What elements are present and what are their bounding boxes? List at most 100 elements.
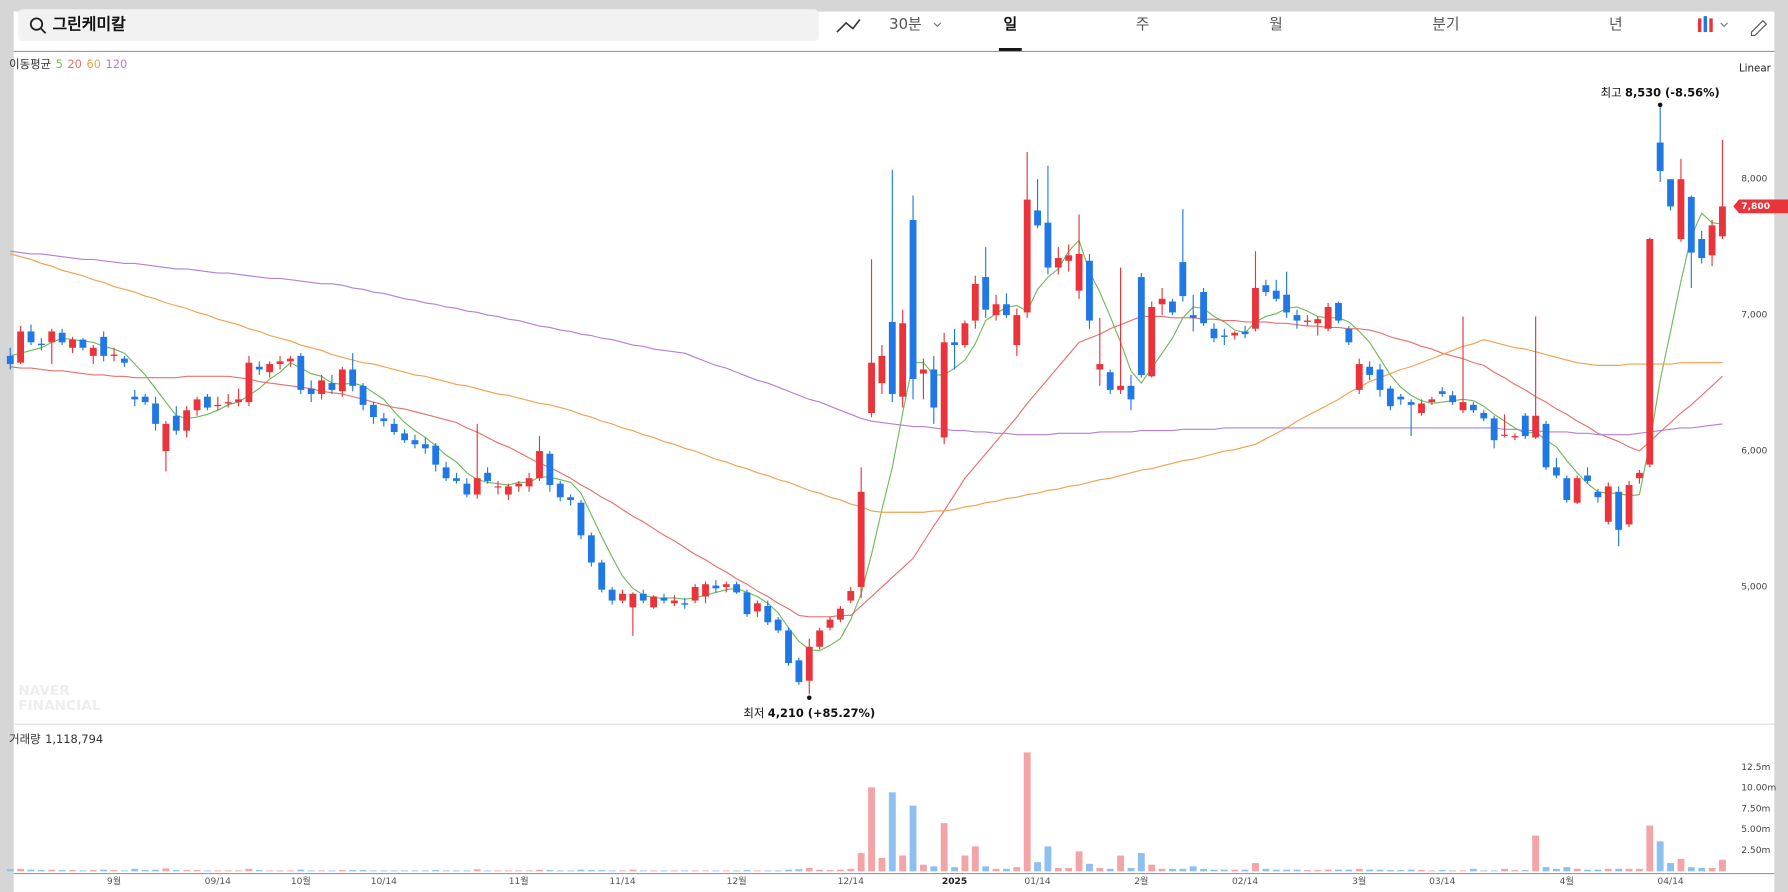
volume-bar xyxy=(660,870,668,872)
y-tick-label: 8,000 xyxy=(1741,175,1767,185)
candle-body xyxy=(764,605,772,623)
high-label: 최고 xyxy=(1601,85,1622,99)
volume-bar xyxy=(328,870,336,872)
volume-bar xyxy=(888,792,896,872)
x-tick-label: 03/14 xyxy=(1429,877,1455,887)
candle-body xyxy=(1480,412,1488,419)
volume-bar xyxy=(27,869,35,872)
candle-body xyxy=(1355,364,1363,390)
volume-bar xyxy=(536,869,543,872)
candle-body xyxy=(453,478,460,481)
candle-body xyxy=(940,342,948,438)
candle-body xyxy=(1449,395,1457,403)
candle-body xyxy=(670,600,678,604)
x-tick-label: 04/14 xyxy=(1657,877,1683,887)
volume-bar xyxy=(162,868,170,872)
candle-body xyxy=(1573,478,1581,503)
volume-bar xyxy=(753,870,761,872)
candle-body xyxy=(805,646,813,681)
volume-bar xyxy=(1127,868,1135,872)
period-tab[interactable]: 분기 xyxy=(1432,16,1459,33)
x-tick-label: 9월 xyxy=(107,875,121,887)
search-text[interactable]: 그린케미칼 xyxy=(52,15,126,34)
candle-body xyxy=(100,336,108,356)
volume-tick-label: 5.00m xyxy=(1741,825,1770,835)
candle-body xyxy=(1625,485,1633,525)
volume-bar xyxy=(235,870,242,872)
chevron xyxy=(1720,22,1728,28)
volume-bar xyxy=(836,869,844,872)
candle-body xyxy=(795,660,803,683)
volume-tick-label: 10.00m xyxy=(1741,784,1776,794)
search-box[interactable] xyxy=(18,9,819,42)
candle-body xyxy=(982,277,990,310)
ma-legend-entry: 120 xyxy=(106,56,128,70)
x-tick-label: 09/14 xyxy=(205,877,231,887)
volume-bar xyxy=(276,870,284,872)
volume-bar xyxy=(1469,868,1477,872)
volume-bar xyxy=(58,870,66,872)
volume-bar xyxy=(1262,868,1270,872)
candle-body xyxy=(587,535,595,563)
volume-bar xyxy=(1241,869,1249,872)
volume-bar xyxy=(172,870,180,872)
candle-body xyxy=(1013,315,1021,346)
candle-body xyxy=(1189,315,1197,318)
period-tab[interactable]: 일 xyxy=(1003,16,1017,33)
x-tick-label: 12월 xyxy=(727,875,747,887)
candle-body xyxy=(1511,436,1519,438)
volume-bar xyxy=(1584,869,1591,872)
volume-bar xyxy=(774,870,782,872)
scale-mode[interactable]: Linear xyxy=(1739,63,1772,75)
plot: 5,000 6,000 7,000 8,000 2.50m 5.00m 7.50m 10.00… xyxy=(6,85,1788,887)
volume-bar xyxy=(1552,868,1560,872)
candle-body xyxy=(411,440,419,445)
candle-body xyxy=(1117,385,1124,390)
volume-bar xyxy=(69,870,76,872)
volume-bar xyxy=(1677,858,1685,872)
period-tab[interactable]: 주 xyxy=(1136,16,1150,33)
x-tick-label: 10월 xyxy=(291,875,311,887)
chevron xyxy=(933,22,942,28)
candle-body xyxy=(1594,491,1602,498)
interval-select[interactable]: 30분 xyxy=(889,16,921,33)
volume-bar xyxy=(1054,868,1062,872)
volume-bar xyxy=(224,870,232,872)
period-tab[interactable]: 년 xyxy=(1609,16,1623,33)
volume-bar xyxy=(702,870,709,872)
draw-icon[interactable] xyxy=(1750,19,1768,37)
volume-bar xyxy=(504,870,512,872)
volume-bar xyxy=(525,870,533,872)
candle-body xyxy=(1656,142,1664,172)
volume-bar xyxy=(826,870,834,872)
candle-body xyxy=(1386,388,1394,407)
candle-body xyxy=(1335,302,1342,321)
candle-body xyxy=(27,331,35,343)
volume-bar xyxy=(1148,864,1156,872)
volume-bar xyxy=(442,870,450,872)
period-tab[interactable]: 월 xyxy=(1269,16,1283,33)
candle-body xyxy=(681,603,689,605)
chart-type-icon[interactable] xyxy=(1709,18,1713,33)
candle-body xyxy=(971,283,979,321)
candle-body xyxy=(1303,320,1311,322)
volume-bar xyxy=(1283,869,1291,872)
indicator-icon[interactable] xyxy=(836,19,861,33)
candle-body xyxy=(1158,298,1166,305)
volume-bar xyxy=(650,870,658,872)
last-price-tag xyxy=(1733,199,1788,214)
candle-body xyxy=(1604,486,1612,522)
low-annotation: 최저 4,210 (+85.27%) xyxy=(743,705,875,719)
volume-bar xyxy=(930,866,938,872)
candle-body xyxy=(836,608,844,620)
ma-legend-entry: 5 xyxy=(56,56,63,70)
volume-bar xyxy=(764,870,772,872)
volume-bar xyxy=(245,868,253,872)
chart-type-icon[interactable] xyxy=(1697,18,1702,33)
candle-body xyxy=(297,355,305,390)
chart-type-icon[interactable] xyxy=(1703,16,1708,33)
candle-body xyxy=(816,630,824,647)
volume-bar xyxy=(1698,868,1706,872)
x-tick-label: 3월 xyxy=(1352,875,1366,887)
volume-bar xyxy=(1542,867,1550,872)
